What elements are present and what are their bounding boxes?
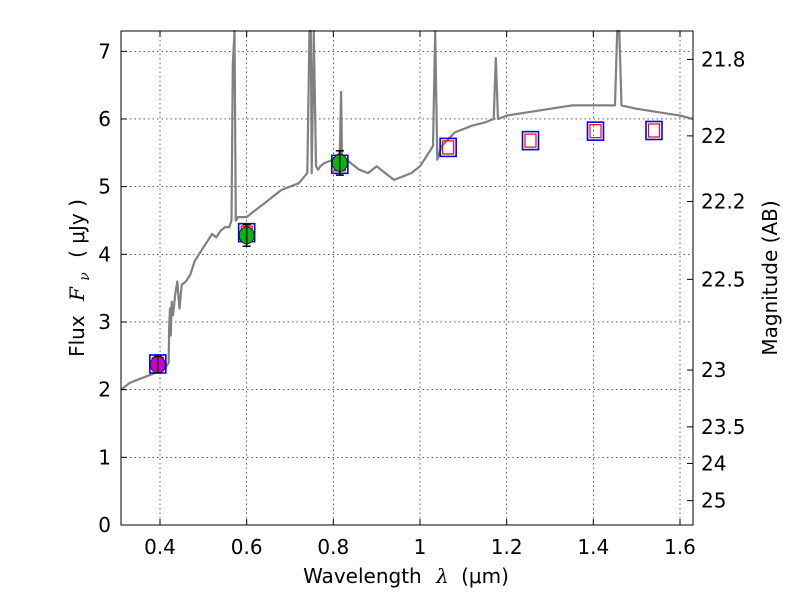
model-point-outer-2 [586,121,605,141]
model-point-outer-0 [439,137,457,158]
y2-tick-label-0: 21.8 [701,47,746,71]
y-axis-label-text: Flux [65,315,89,357]
y-tick-label-6: 6 [98,107,111,131]
y2-axis-label: Magnitude (AB) [758,200,782,355]
x-axis-label: Wavelength λ (μm) [303,564,509,588]
x-tick-label-1: 0.6 [231,535,263,559]
spectrum-group [120,29,694,391]
model-point-inner-2 [589,124,602,139]
model-point-inner-0 [442,140,455,155]
y-tick-label-1: 1 [98,445,111,469]
y-tick-label-2: 2 [98,378,111,402]
spectrum-line-0 [120,29,694,391]
y2-tick-label-5: 23.5 [701,415,746,439]
y-axis-label-unit: ( μJy ) [65,199,89,258]
y-axis-ticks: 0 1 2 3 4 5 6 7 [98,39,127,537]
y2-tick-label-2: 22.2 [701,190,746,214]
y-axis-label-symbol: F [65,286,89,302]
x-tick-label-6: 1.6 [664,535,696,559]
y-tick-label-5: 5 [98,175,111,199]
y2-axis-ticks: 21.8 22 22.2 22.5 23 23.5 24 25 [687,47,746,513]
x-tick-label-3: 1 [414,535,427,559]
y-tick-label-0: 0 [98,513,111,537]
model-point-outer-1 [521,130,540,151]
model-point-inner-1 [524,133,537,148]
model-point-outer-3 [645,120,663,141]
y-axis-label: Flux F ν ( μJy ) [65,199,94,357]
plot-area [121,31,693,525]
y2-tick-label-1: 22 [701,124,726,148]
y2-tick-label-7: 25 [701,489,726,513]
photometry-group [149,150,348,374]
y-axis-label-subscript: ν [77,272,93,281]
y2-tick-label-3: 22.5 [701,267,746,291]
x-axis-label-symbol: λ [435,564,449,588]
x-axis-label-text: Wavelength [303,564,422,588]
x-axis-ticks: 0.4 0.6 0.8 1 1.2 1.4 1.6 [144,31,696,559]
plot-frame [120,30,694,526]
y2-tick-label-6: 24 [701,451,726,475]
y-tick-label-4: 4 [98,242,111,266]
y-tick-label-7: 7 [98,39,111,63]
y2-tick-label-4: 23 [701,358,726,382]
x-tick-label-5: 1.4 [577,535,609,559]
x-axis-label-unit: (μm) [461,564,509,588]
model-point-inner-3 [647,123,661,138]
y-tick-label-3: 3 [98,310,111,334]
x-tick-label-4: 1.2 [491,535,523,559]
x-tick-label-0: 0.4 [144,535,176,559]
x-tick-label-2: 0.8 [317,535,349,559]
